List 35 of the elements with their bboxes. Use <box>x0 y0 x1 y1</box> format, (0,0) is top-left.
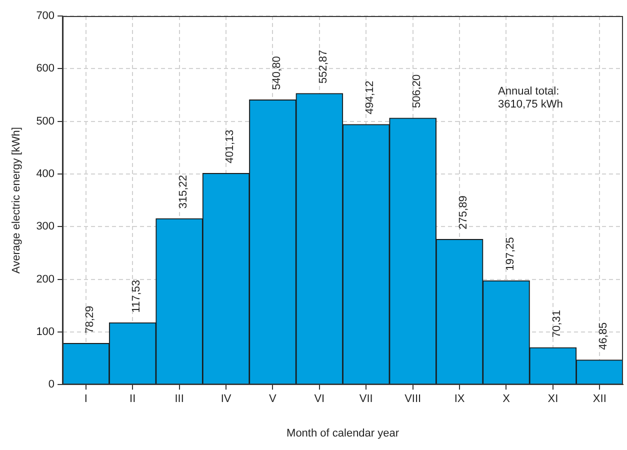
y-tick-label: 100 <box>36 326 55 338</box>
x-tick-label: XII <box>592 393 606 406</box>
data-label: 315,22 <box>177 174 190 209</box>
x-tick-label: VIII <box>404 393 422 406</box>
y-tick-label: 700 <box>36 10 55 22</box>
data-label: 78,29 <box>84 306 96 334</box>
x-tick-label: IV <box>220 393 232 406</box>
data-label: 494,12 <box>364 80 376 114</box>
y-axis-title: Average electric energy [kWh] <box>10 127 23 274</box>
annotation: Annual total: 3610,75 kWh <box>498 86 563 111</box>
x-tick-label: V <box>269 393 278 406</box>
data-label: 506,20 <box>410 74 423 108</box>
data-label: 117,53 <box>130 280 143 313</box>
data-label: 197,25 <box>504 237 516 271</box>
data-label: 46,85 <box>598 322 610 350</box>
x-tick-label: XI <box>548 393 558 406</box>
data-label: 540,80 <box>270 56 283 90</box>
y-tick-label: 500 <box>36 115 55 128</box>
x-tick-label: III <box>174 393 184 406</box>
data-label: 70,31 <box>550 310 563 338</box>
y-tick-label: 300 <box>36 220 55 233</box>
y-tick-label: 600 <box>36 62 55 75</box>
y-tick-label: 200 <box>36 273 55 286</box>
x-tick-label: VI <box>314 393 325 406</box>
y-tick-label: 400 <box>36 168 55 180</box>
y-tick-label: 0 <box>48 378 55 391</box>
data-label: 401,13 <box>224 130 236 164</box>
x-tick-label: VII <box>359 393 373 406</box>
data-label: 552,87 <box>317 50 330 84</box>
x-tick-label: II <box>130 393 136 406</box>
x-tick-label: IX <box>454 393 466 406</box>
x-tick-label: I <box>84 393 88 406</box>
data-label: 275,89 <box>458 196 470 230</box>
x-axis-title: Month of calendar year <box>286 427 400 440</box>
x-tick-label: X <box>502 393 511 406</box>
